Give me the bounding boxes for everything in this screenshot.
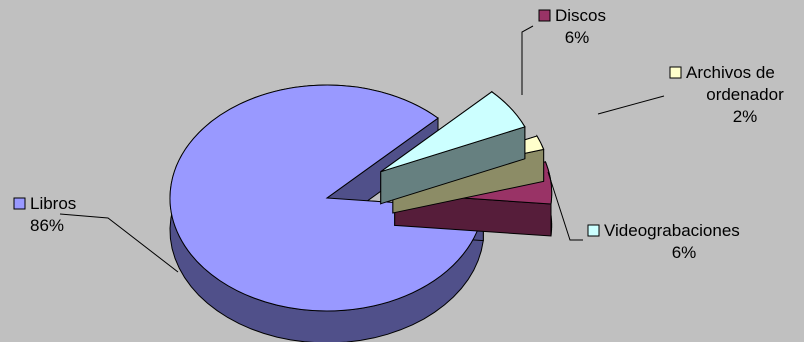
slice-top-libros: [169, 84, 484, 312]
label-archivos-de-ordenador-line-2: 2%: [733, 107, 758, 126]
label-swatch-discos: [538, 9, 551, 22]
pie-labels: Libros 86% Discos 6% Archivos de ordenador 2% V…: [13, 6, 784, 273]
label-videograbaciones-line-1: 6%: [672, 243, 697, 262]
leader-line-videograbaciones: [547, 171, 583, 241]
slice-videograbaciones: [380, 90, 526, 205]
label-videograbaciones-line-0: Videograbaciones: [604, 221, 740, 240]
label-libros-line-1: 86%: [30, 216, 64, 235]
label-discos-line-1: 6%: [565, 28, 590, 47]
leader-line-archivos-de-ordenador: [597, 95, 665, 115]
label-archivos-de-ordenador-line-1: ordenador: [706, 85, 784, 104]
label-swatch-libros: [13, 197, 26, 210]
pie-slices: [169, 84, 553, 342]
slice-top-videograbaciones: [380, 91, 526, 173]
label-archivos-de-ordenador-line-0: Archivos de: [686, 63, 775, 82]
label-libros-line-0: Libros: [30, 194, 76, 213]
label-discos-line-0: Discos: [555, 6, 606, 25]
leader-line-discos: [521, 25, 534, 95]
label-swatch-videograbaciones: [587, 224, 600, 237]
leader-line-libros: [59, 213, 179, 273]
label-swatch-archivos-de-ordenador: [669, 66, 682, 79]
